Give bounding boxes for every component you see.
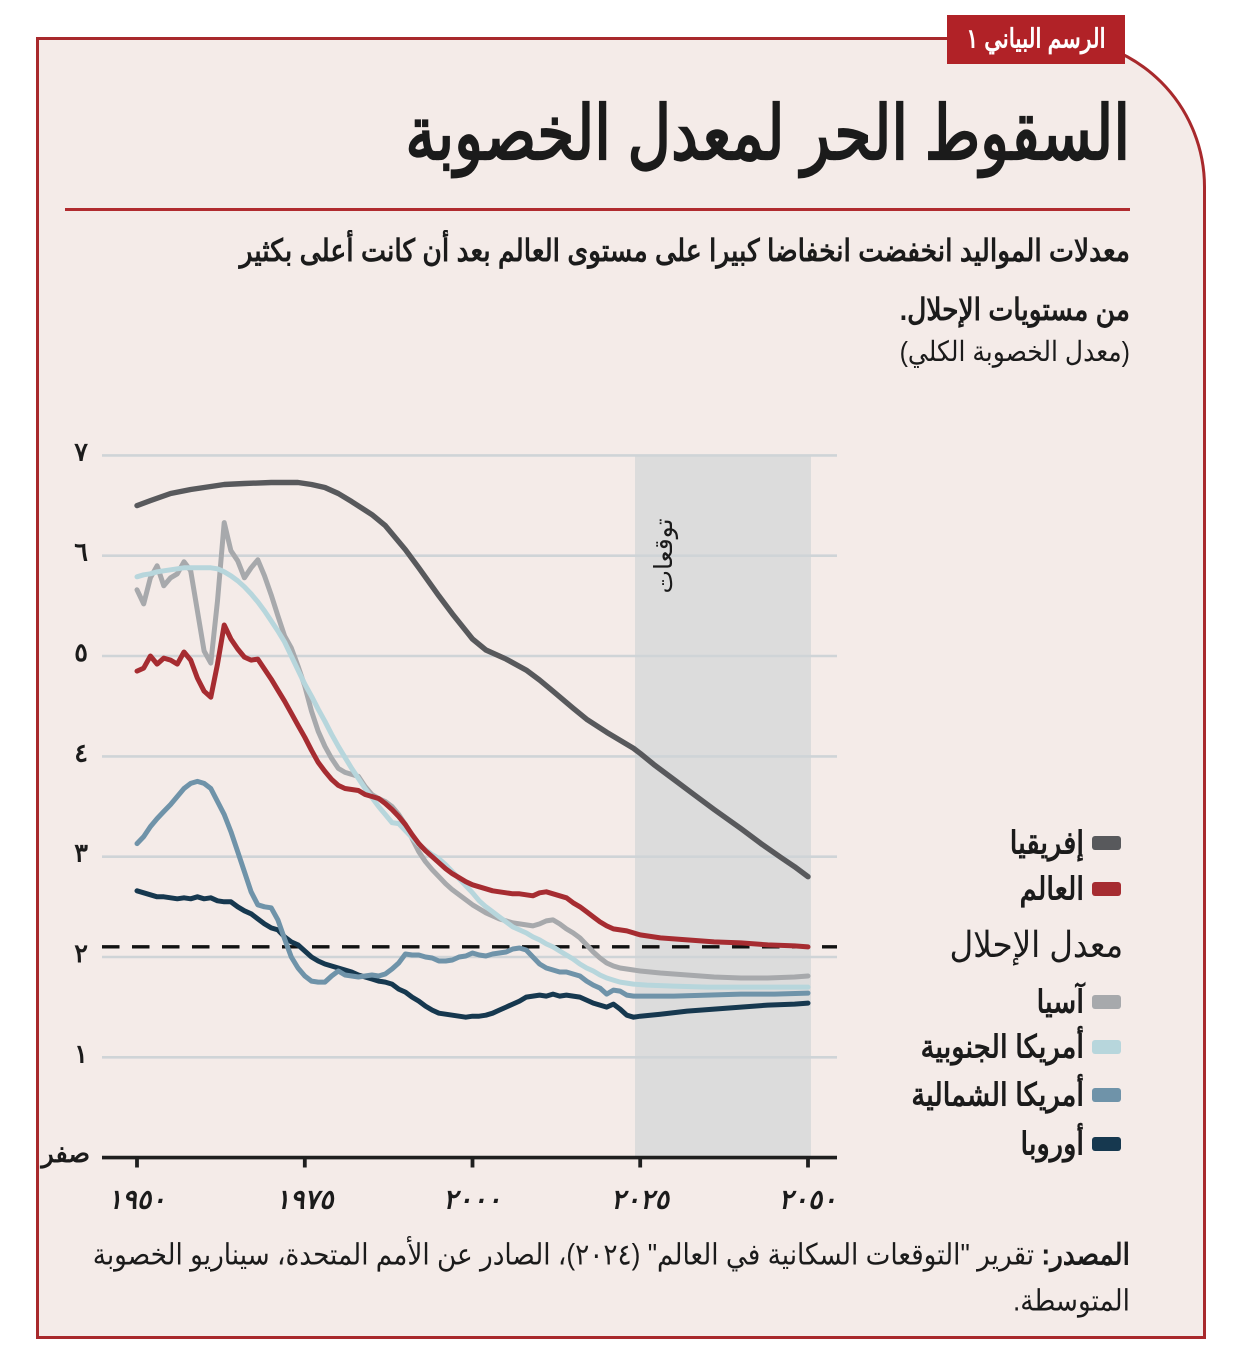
svg-text:٦: ٦ [74, 539, 88, 567]
svg-text:٥: ٥ [74, 639, 88, 667]
svg-text:١: ١ [74, 1040, 88, 1068]
svg-text:٤: ٤ [74, 739, 88, 767]
svg-text:٢٠٥٠: ٢٠٥٠ [778, 1184, 843, 1215]
svg-text:٢٠٢٥: ٢٠٢٥ [610, 1184, 675, 1215]
svg-text:٢٠٠٠: ٢٠٠٠ [442, 1184, 507, 1215]
svg-text:توقعات: توقعات [650, 518, 679, 593]
svg-text:١٩٧٥: ١٩٧٥ [275, 1184, 340, 1215]
svg-text:١٩٥٠: ١٩٥٠ [107, 1184, 172, 1215]
svg-text:٣: ٣ [74, 840, 88, 868]
svg-text:٢: ٢ [74, 940, 88, 968]
svg-text:صفر: صفر [39, 1140, 90, 1169]
svg-text:٧: ٧ [74, 438, 88, 466]
